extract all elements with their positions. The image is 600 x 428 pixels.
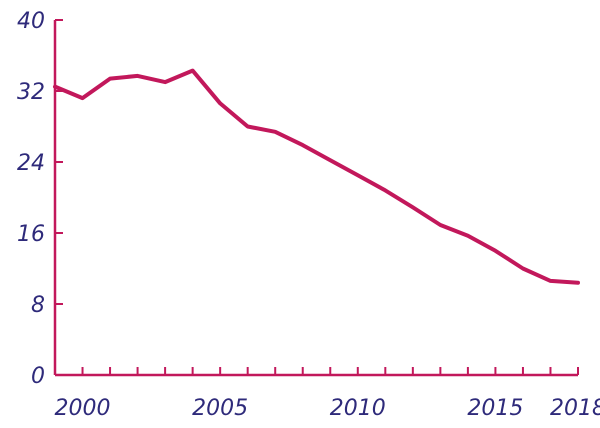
- y-tick-label: 24: [17, 151, 45, 176]
- y-tick-label: 16: [17, 222, 45, 247]
- y-tick-label: 40: [17, 9, 45, 34]
- y-tick-label: 0: [31, 364, 45, 389]
- series-line: [53, 68, 580, 285]
- y-tick-label: 8: [31, 293, 45, 318]
- x-tick-label: 2000: [55, 396, 111, 421]
- series-group: [53, 68, 580, 285]
- y-tick-label: 32: [17, 80, 45, 105]
- x-tick-label: 2018: [550, 396, 600, 421]
- x-tick-label: 2015: [467, 396, 523, 421]
- x-axis-ticks: 2000 2005 2010 2015 2018: [55, 367, 600, 421]
- x-tick-label: 2010: [330, 396, 386, 421]
- y-axis-ticks: 0 8 16 24 32 40: [17, 9, 63, 389]
- x-tick-label: 2005: [192, 396, 248, 421]
